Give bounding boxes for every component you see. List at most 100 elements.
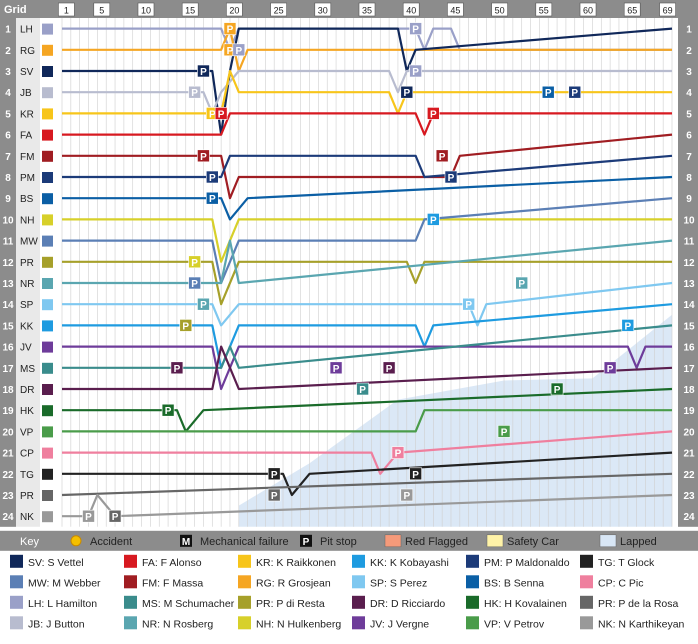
pitstop-marker	[568, 85, 582, 99]
pitstop-marker	[550, 382, 564, 396]
pitstop-marker	[197, 64, 210, 78]
finish-row-number: 15	[683, 321, 695, 332]
lap-tick-box	[137, 2, 155, 17]
lap-tick-label: 65	[627, 6, 637, 16]
driver-swatch	[42, 278, 53, 289]
legend-swatch	[352, 554, 365, 568]
driver-swatch	[42, 193, 53, 205]
key-bar	[0, 530, 698, 551]
driver-code: KR	[20, 109, 34, 120]
pitstop-label: P	[359, 385, 366, 396]
key-item: Red Flagged	[384, 534, 468, 548]
lap-tick-box	[93, 2, 111, 17]
pitstop-label: P	[227, 46, 234, 57]
legend-label: KK: K Kobayashi	[370, 557, 449, 569]
finish-row-number: 8	[686, 173, 692, 184]
pitstop-label: P	[403, 88, 410, 99]
lap-tick-box	[314, 2, 332, 17]
pitstop-label: P	[112, 512, 119, 523]
key-item: P Pit stop	[300, 534, 357, 548]
key-item: Safety Car	[486, 534, 559, 548]
pitstop-marker	[161, 403, 175, 417]
legend-label: FM: F Massa	[142, 577, 203, 589]
key-item: M Mechanical failure	[180, 534, 289, 548]
key-label: Accident	[90, 536, 132, 548]
pitstop-label: P	[501, 427, 508, 438]
pitstop-marker	[603, 361, 617, 375]
legend-swatch	[466, 616, 479, 630]
lap-tick-box	[226, 2, 243, 17]
pitstop-marker	[497, 425, 511, 438]
pitstop-marker	[188, 276, 201, 290]
legend-label: RG: R Grosjean	[256, 577, 331, 589]
legend-label: JB: J Button	[28, 618, 85, 630]
series-line-vp	[62, 409, 672, 433]
driver-swatch	[42, 129, 53, 141]
pitstop-label: P	[271, 470, 278, 481]
legend-swatch	[352, 575, 365, 589]
finish-row-number: 4	[686, 88, 692, 99]
finish-row-number: 18	[683, 385, 695, 396]
driver-swatch	[42, 426, 53, 438]
legend-label: PM: P Maldonaldo	[484, 557, 570, 569]
header-bar	[0, 0, 698, 18]
pitstop-marker	[82, 509, 95, 523]
key-label: Red Flagged	[405, 536, 468, 548]
pitstop-marker	[205, 170, 219, 184]
legend-label: PR: P de la Rosa	[598, 598, 679, 610]
pitstop-label: P	[607, 364, 614, 375]
pitstop-label: P	[182, 321, 189, 332]
finish-row-number: 20	[683, 427, 695, 438]
legend-label: TG: T Glock	[598, 557, 655, 569]
finish-row-number: 19	[683, 406, 695, 417]
pitstop-marker	[444, 170, 458, 184]
legend-swatch	[466, 595, 479, 609]
pitstop-marker	[400, 488, 414, 502]
grid-row-number: 5	[5, 109, 11, 120]
grid-row-number: 19	[2, 406, 14, 417]
driver-code: MW	[20, 237, 38, 248]
legend-label: MW: M Webber	[28, 577, 101, 589]
driver-swatch	[42, 172, 53, 183]
pitstop-marker	[197, 149, 210, 163]
legend-label: SP: S Perez	[370, 577, 427, 589]
driver-code: PR	[20, 258, 34, 269]
driver-swatch	[42, 447, 53, 459]
series-line-jv	[62, 345, 672, 391]
pitstop-label: P	[200, 300, 207, 311]
lap-tick-label: 60	[583, 6, 593, 16]
series-line-nr	[62, 239, 673, 285]
legend-swatch	[580, 554, 593, 568]
legend-label: NH: N Hulkenberg	[256, 618, 341, 630]
driver-swatch	[42, 341, 53, 353]
driver-code: PM	[20, 173, 35, 184]
pitstop-label: P	[191, 279, 198, 290]
finish-row-number: 13	[683, 279, 695, 290]
pitstop-label: P	[624, 321, 631, 332]
driver-swatch	[42, 256, 53, 268]
lap-tick-label: 5	[99, 6, 104, 16]
key-swatch	[599, 534, 617, 548]
legend-label: NK: N Karthikeyan	[598, 618, 685, 630]
lap-tick-label: 45	[450, 6, 460, 16]
driver-swatch	[42, 468, 53, 480]
driver-code: MS	[20, 364, 35, 375]
pitstop-label: P	[174, 364, 181, 375]
lap-tick-box	[402, 2, 420, 17]
legend-swatch	[238, 595, 251, 609]
lap-gridlines	[61, 18, 673, 527]
driver-code: SP	[20, 300, 34, 311]
key-title: Key	[20, 536, 39, 548]
lap-tick-box	[270, 2, 287, 17]
series-line-sp	[62, 281, 673, 327]
lap-tick-label: 15	[185, 6, 195, 16]
driver-code: BS	[20, 194, 34, 205]
pitstop-marker	[188, 255, 201, 269]
grid-row-number: 4	[5, 88, 11, 99]
pitstop-label: P	[395, 449, 402, 460]
driver-swatch	[42, 490, 53, 501]
pitstop-marker	[188, 85, 201, 99]
lap-tick-box	[358, 2, 376, 17]
driver-code: JV	[20, 343, 32, 354]
